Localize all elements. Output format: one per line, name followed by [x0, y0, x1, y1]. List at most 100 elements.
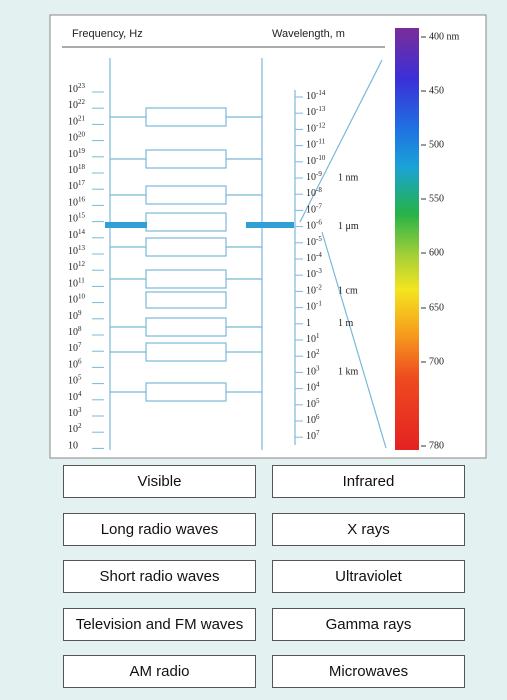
exponent: 5: [316, 396, 320, 404]
exponent: 5: [78, 373, 82, 381]
base: 1: [306, 318, 311, 329]
exponent: 7: [78, 341, 82, 349]
exponent: -6: [316, 218, 322, 226]
exponent: -5: [316, 234, 322, 242]
base: 10: [68, 117, 78, 128]
spectrum-label: 650: [429, 302, 444, 313]
base: 10: [68, 149, 78, 160]
answer-option[interactable]: Ultraviolet: [272, 560, 465, 593]
visible-spectrum: [395, 28, 419, 450]
base: 10: [306, 156, 316, 167]
answer-option[interactable]: Long radio waves: [63, 512, 256, 546]
answer-option[interactable]: Microwaves: [272, 655, 465, 688]
frequency-label: 1022: [68, 98, 86, 112]
spectrum-label: 600: [429, 247, 444, 258]
answer-option[interactable]: X rays: [272, 512, 465, 546]
frequency-label: 1020: [68, 130, 86, 144]
frequency-label: 1018: [68, 163, 86, 177]
base: 10: [68, 295, 78, 306]
spectrum-label: 550: [429, 193, 444, 204]
exponent: 9: [78, 308, 82, 316]
answer-option[interactable]: Television and FM waves: [63, 607, 256, 641]
exponent: 15: [78, 211, 86, 219]
base: 10: [68, 441, 78, 452]
exponent: 16: [78, 195, 86, 203]
exponent: 14: [78, 227, 86, 235]
exponent: 18: [78, 163, 86, 171]
exponent: 3: [316, 364, 320, 372]
frequency-label: 107: [68, 341, 82, 355]
base: 10: [68, 230, 78, 241]
wavelength-label: 10-12: [306, 121, 326, 135]
answer-option[interactable]: Gamma rays: [272, 607, 465, 641]
base: 10: [68, 214, 78, 225]
frequency-label: 102: [68, 422, 82, 436]
base: 10: [306, 431, 316, 442]
base: 10: [306, 124, 316, 135]
wavelength-annotation: 1 μm: [338, 221, 359, 232]
exponent: 23: [78, 82, 86, 90]
wavelength-header: Wavelength, m: [272, 28, 345, 40]
base: 10: [306, 107, 316, 118]
exponent: -14: [316, 89, 326, 97]
base: 10: [68, 181, 78, 192]
exponent: 10: [78, 292, 86, 300]
base: 10: [306, 237, 316, 248]
answer-option[interactable]: Visible: [63, 465, 256, 498]
base: 10: [68, 84, 78, 95]
base: 10: [306, 415, 316, 426]
exponent: 17: [78, 179, 86, 187]
answer-option[interactable]: AM radio: [63, 655, 256, 688]
exponent: -9: [316, 170, 322, 178]
frequency-label: 1012: [68, 260, 86, 274]
exponent: -2: [316, 283, 322, 291]
diagram: Frequency, Hz Wavelength, m 102310221021…: [49, 14, 487, 459]
frequency-label: 1016: [68, 195, 86, 209]
exponent: 3: [78, 406, 82, 414]
wavelength-label: 10-8: [306, 186, 322, 200]
spectrum-label: 500: [429, 139, 444, 150]
exponent: 21: [78, 114, 86, 122]
visible-band-marker: [246, 222, 294, 228]
base: 10: [68, 376, 78, 387]
exponent: 1: [316, 332, 320, 340]
base: 10: [306, 140, 316, 151]
frequency-label: 1017: [68, 179, 86, 193]
answer-option[interactable]: Short radio waves: [63, 560, 256, 593]
frequency-label: 1019: [68, 146, 86, 160]
base: 10: [68, 165, 78, 176]
base: 10: [306, 367, 316, 378]
base: 10: [306, 334, 316, 345]
wavelength-annotation: 1 km: [338, 367, 359, 378]
exponent: 8: [78, 325, 82, 333]
base: 10: [306, 286, 316, 297]
base: 10: [68, 100, 78, 111]
exponent: -4: [316, 251, 322, 259]
exponent: 11: [78, 276, 85, 284]
spectrum-label: 400 nm: [429, 31, 460, 42]
exponent: 20: [78, 130, 86, 138]
wavelength-annotation: 1 m: [338, 318, 354, 329]
exponent: 7: [316, 429, 320, 437]
frequency-label: 10: [68, 441, 78, 452]
wavelength-label: 101: [306, 332, 320, 346]
exponent: -7: [316, 202, 322, 210]
base: 10: [68, 343, 78, 354]
frequency-label: 104: [68, 389, 82, 403]
base: 10: [68, 262, 78, 273]
answer-option[interactable]: Infrared: [272, 465, 465, 498]
frequency-label: 1013: [68, 244, 86, 258]
wavelength-label: 10-7: [306, 202, 322, 216]
base: 10: [68, 279, 78, 290]
exponent: -12: [316, 121, 326, 129]
base: 10: [68, 133, 78, 144]
wavelength-label: 105: [306, 396, 320, 410]
wavelength-label: 10-1: [306, 299, 322, 313]
exponent: -11: [316, 137, 326, 145]
frequency-label: 1011: [68, 276, 85, 290]
wavelength-label: 10-14: [306, 89, 326, 103]
exponent: 12: [78, 260, 86, 268]
visible-band-marker: [105, 222, 147, 228]
frequency-label: 109: [68, 308, 82, 322]
